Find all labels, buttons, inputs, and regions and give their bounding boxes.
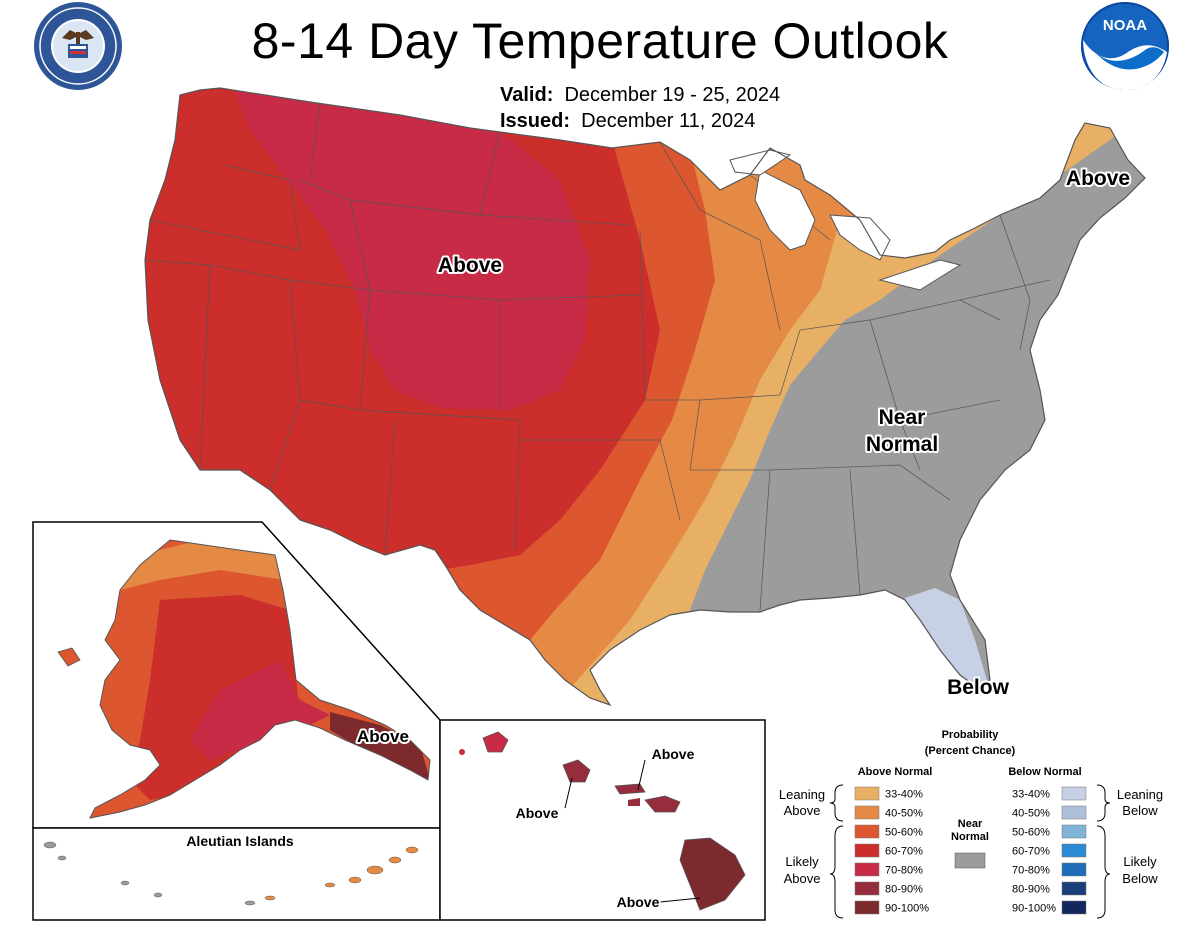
legend-below-range-5: 80-90% xyxy=(1012,884,1050,896)
legend-above-range-1: 40-50% xyxy=(885,808,923,820)
legend-above-range-2: 50-60% xyxy=(885,827,923,839)
legend-leaning-below-2: Below xyxy=(1122,803,1158,818)
valid-value: December 19 - 25, 2024 xyxy=(564,84,781,106)
legend-near-header-1: Near xyxy=(958,818,983,830)
legend-below-range-0: 33-40% xyxy=(1012,789,1050,801)
legend-above-scale: 33-40% 40-50% 50-60% 60-70% 70-80% 80-90% 90-1… xyxy=(854,786,929,915)
label-near-normal-2: Normal xyxy=(866,433,938,456)
legend-below-swatch-0 xyxy=(1061,786,1087,801)
legend-above-range-4: 70-80% xyxy=(885,865,923,877)
legend-likely-below-2: Below xyxy=(1122,871,1158,886)
legend-title-1: Probability xyxy=(942,729,1000,741)
valid-dates: Valid: December 19 - 25, 2024 xyxy=(500,84,780,107)
lake-huron xyxy=(829,214,891,261)
legend-below-swatch-4 xyxy=(1061,862,1087,877)
hawaii-inset: Above Above Above xyxy=(439,719,766,921)
legend-likely-below-1: Likely xyxy=(1123,854,1157,869)
legend-leaning-below-1: Leaning xyxy=(1117,787,1163,802)
valid-label: Valid: xyxy=(500,84,554,106)
legend-above-range-6: 90-100% xyxy=(885,903,929,915)
legend-likely-above-1: Likely xyxy=(785,854,819,869)
region-below-33-40 xyxy=(905,588,990,690)
legend-above-swatch-3 xyxy=(854,843,880,858)
label-maine-above: Above xyxy=(1066,167,1130,190)
legend-below-range-1: 40-50% xyxy=(1012,808,1050,820)
aleutian-title: Aleutian Islands xyxy=(186,833,294,849)
legend-below-swatch-5 xyxy=(1061,881,1087,896)
legend-below-scale: 33-40% 40-50% 50-60% 60-70% 70-80% 80-90% 90-1… xyxy=(1012,786,1087,915)
legend-above-range-0: 33-40% xyxy=(885,789,923,801)
legend-below-swatch-2 xyxy=(1061,824,1087,839)
legend-below-range-2: 50-60% xyxy=(1012,827,1050,839)
aleutian-inset: Aleutian Islands xyxy=(32,827,441,921)
legend-near-header-2: Normal xyxy=(951,831,989,843)
commerce-seal-icon xyxy=(34,2,122,90)
page-title: 8-14 Day Temperature Outlook xyxy=(251,13,949,69)
issued-date: Issued: December 11, 2024 xyxy=(500,110,755,133)
legend-above-swatch-1 xyxy=(854,805,880,820)
legend-above-range-3: 60-70% xyxy=(885,846,923,858)
alaska-inset: Above xyxy=(32,521,441,829)
label-florida-below: Below xyxy=(947,676,1010,699)
legend-above-header: Above Normal xyxy=(858,766,933,778)
issued-value: December 11, 2024 xyxy=(581,110,756,132)
lake-michigan xyxy=(754,169,816,251)
label-hawaii-above-2: Above xyxy=(652,746,695,762)
legend-leaning-above-1: Leaning xyxy=(779,787,825,802)
legend-above-swatch-4 xyxy=(854,862,880,877)
legend-below-swatch-1 xyxy=(1061,805,1087,820)
legend-above-swatch-6 xyxy=(854,900,880,915)
legend-below-header: Below Normal xyxy=(1008,766,1081,778)
legend-above-range-5: 80-90% xyxy=(885,884,923,896)
legend-likely-above-2: Above xyxy=(784,871,821,886)
label-near-normal-1: Near xyxy=(879,406,926,429)
issued-label: Issued: xyxy=(500,110,571,132)
label-alaska-above: Above xyxy=(357,727,409,746)
legend-leaning-above-2: Above xyxy=(784,803,821,818)
legend-title-2: (Percent Chance) xyxy=(925,745,1016,757)
noaa-logo-icon: NOAA xyxy=(1081,2,1169,90)
noaa-text: NOAA xyxy=(1103,17,1147,34)
legend: Probability (Percent Chance) Above Norma… xyxy=(779,729,1163,919)
label-hawaii-above-1: Above xyxy=(516,805,559,821)
legend-below-swatch-6 xyxy=(1061,900,1087,915)
legend-below-swatch-3 xyxy=(1061,843,1087,858)
legend-above-swatch-0 xyxy=(854,786,880,801)
legend-above-swatch-5 xyxy=(854,881,880,896)
legend-near-swatch xyxy=(954,852,986,869)
label-west-above: Above xyxy=(438,254,502,277)
legend-below-range-6: 90-100% xyxy=(1012,903,1056,915)
legend-below-range-4: 70-80% xyxy=(1012,865,1050,877)
label-hawaii-above-3: Above xyxy=(617,894,660,910)
legend-above-swatch-2 xyxy=(854,824,880,839)
lake-erie xyxy=(878,259,962,291)
legend-below-range-3: 60-70% xyxy=(1012,846,1050,858)
